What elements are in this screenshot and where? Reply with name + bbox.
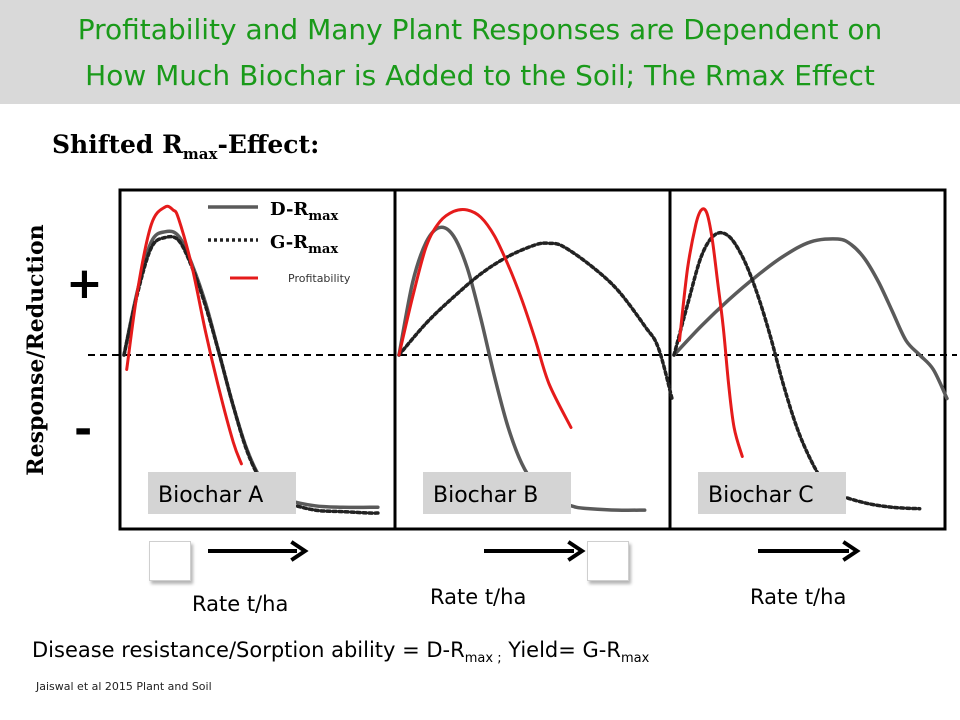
panel-label: Biochar C <box>708 483 814 508</box>
panel-label: Biochar B <box>433 483 538 508</box>
chart-title-suffix: -Effect: <box>217 130 320 159</box>
series-line-solid-panel-2 <box>397 225 647 512</box>
series-line-dotted-panel-1 <box>122 234 380 515</box>
rate-arrow-head <box>842 540 861 562</box>
plot-frame <box>118 188 947 531</box>
series-line-red-panel-1 <box>125 204 243 466</box>
title-band: Profitability and Many Plant Responses a… <box>0 0 960 104</box>
y-negative-sign: - <box>74 404 93 455</box>
definition-sub-2: max <box>620 651 650 666</box>
rate-arrow-head <box>290 540 309 562</box>
chart-title-main: Shifted R <box>52 130 183 159</box>
placeholder-box <box>587 541 629 581</box>
series-line-red-panel-2 <box>397 208 573 429</box>
series-line-dotted-panel-2 <box>397 241 674 401</box>
definition-sub-1: max ; <box>464 651 502 666</box>
legend-label: G-Rmax <box>270 232 338 257</box>
series-line-solid-panel-3 <box>672 237 949 401</box>
slide-title-line-1: Profitability and Many Plant Responses a… <box>77 13 883 46</box>
panel-label-box <box>423 472 571 514</box>
panel-label: Biochar A <box>158 483 263 508</box>
x-axis-label-panel-a: Rate t/ha <box>192 592 289 616</box>
rate-arrow-head <box>567 540 586 562</box>
panel-label-box <box>698 472 846 514</box>
definition-line: Disease resistance/Sorption ability = D-… <box>32 638 649 666</box>
y-positive-sign: + <box>66 258 103 309</box>
legend-label: D-Rmax <box>270 199 339 224</box>
panel-label-box <box>148 472 296 514</box>
legend-label: Profitability <box>288 272 351 285</box>
chart-title-subscript: max <box>182 145 218 163</box>
citation: Jaiswal et al 2015 Plant and Soil <box>36 680 212 693</box>
definition-part-1: Disease resistance/Sorption ability = D-… <box>32 638 465 662</box>
x-axis-label-panel-b: Rate t/ha <box>430 585 527 609</box>
series-line-dotted-panel-3 <box>672 230 922 511</box>
series-line-red-panel-3 <box>678 207 744 458</box>
placeholder-box <box>149 541 191 581</box>
slide-title-line-2: How Much Biochar is Added to the Soil; T… <box>85 59 875 92</box>
definition-part-2: Yield= G-R <box>501 638 621 662</box>
chart-title: Shifted Rmax-Effect: <box>52 130 319 163</box>
x-axis-label-panel-c: Rate t/ha <box>750 585 847 609</box>
